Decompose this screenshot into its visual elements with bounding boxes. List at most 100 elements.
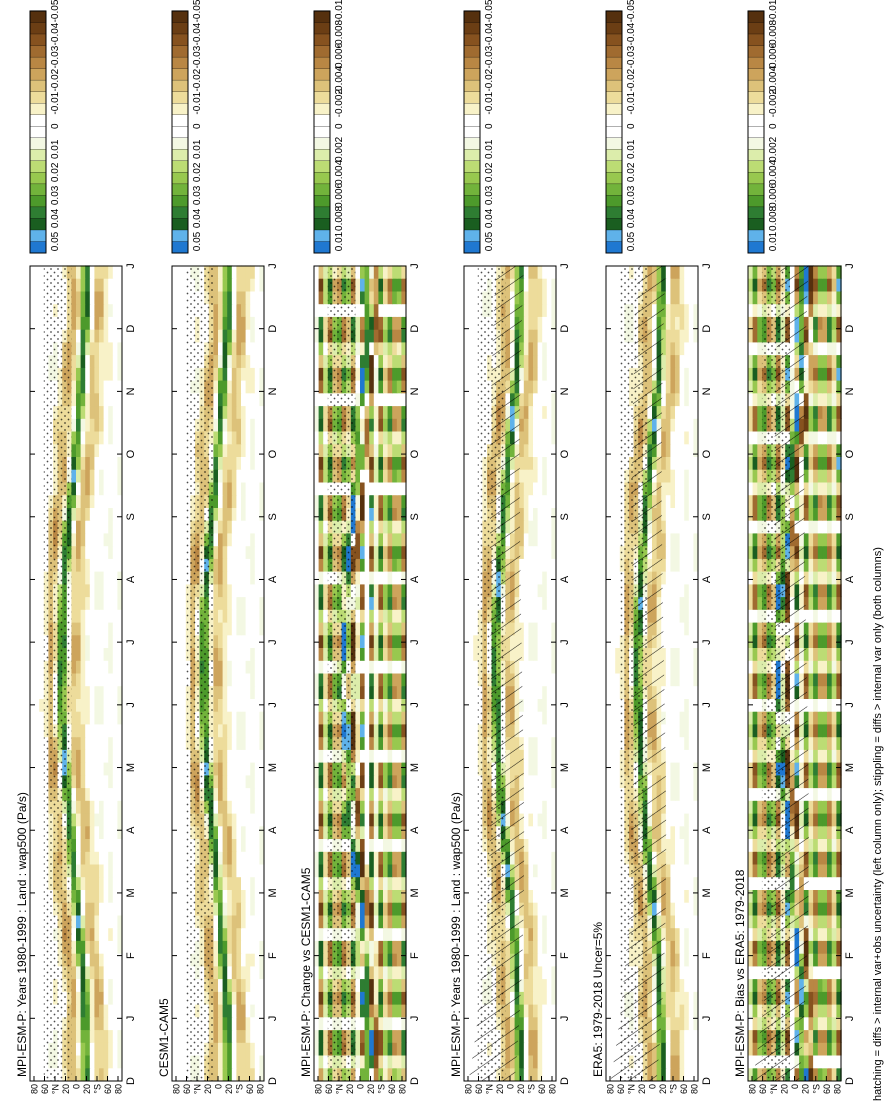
heat-cell: [528, 902, 534, 916]
heat-cell: [827, 532, 833, 547]
heat-cell: [473, 609, 479, 623]
lat-label: 80: [464, 1084, 474, 1094]
heat-cell: [748, 456, 754, 470]
heat-cell: [468, 660, 474, 674]
heat-cell: [112, 800, 119, 814]
heat-cell: [103, 902, 109, 916]
heat-cell: [679, 991, 685, 1005]
heat-cell: [822, 443, 828, 457]
heat-cell: [76, 774, 82, 789]
heat-cell: [34, 736, 40, 750]
heat-cell: [112, 991, 119, 1005]
heat-cell: [523, 787, 529, 801]
heat-cell: [665, 469, 671, 483]
heat-cell: [679, 940, 685, 954]
heat-cell: [551, 1029, 557, 1043]
heat-cell: [817, 405, 824, 419]
heat-cell: [542, 634, 548, 648]
heat-cell: [85, 787, 91, 801]
month-label: M: [844, 888, 856, 897]
heat-cell: [468, 392, 474, 407]
heat-cell: [94, 583, 100, 598]
heat-cell: [606, 532, 612, 547]
heat-cell: [537, 405, 543, 419]
heat-cell: [551, 863, 557, 878]
heat-cell: [615, 838, 621, 852]
heat-cell: [89, 583, 96, 598]
heat-cell: [99, 558, 105, 572]
heat-cell: [108, 634, 114, 648]
heat-cell: [76, 1042, 82, 1056]
heat-cell: [670, 418, 676, 432]
heat-cell: [542, 927, 548, 941]
heat-cell: [748, 367, 754, 381]
heat-cell: [551, 800, 557, 814]
heat-cell: [537, 685, 543, 699]
heat-cell: [103, 634, 109, 648]
heat-cell: [813, 354, 819, 368]
heat-cell: [675, 405, 681, 419]
heat-cell: [80, 621, 86, 636]
heat-cell: [108, 1029, 114, 1043]
heat-cell: [473, 698, 479, 712]
heat-cell: [748, 354, 754, 368]
heat-cell: [757, 660, 763, 674]
heat-cell: [808, 927, 814, 941]
heat-cell: [688, 736, 694, 750]
heat-cell: [85, 965, 91, 980]
colorbar-swatch: [605, 148, 623, 161]
colorbar-swatch: [463, 171, 481, 185]
heat-cell: [551, 876, 557, 890]
heat-cell: [468, 303, 474, 317]
heat-cell: [693, 838, 699, 852]
colorbar-label: -0.02: [626, 68, 637, 91]
heat-cell: [831, 316, 838, 330]
stippling-overlay: [761, 266, 790, 1081]
heat-cell: [99, 927, 105, 941]
heat-cell: [615, 851, 621, 865]
heat-cell: [817, 1067, 824, 1081]
heat-cell: [688, 1054, 694, 1069]
heat-cell: [615, 825, 621, 839]
heat-cell: [670, 354, 676, 368]
lat-label: 60: [822, 1084, 832, 1094]
heat-cell: [752, 481, 758, 496]
heat-cell: [76, 851, 82, 865]
heat-cell: [542, 660, 548, 674]
heat-cell: [813, 1016, 819, 1031]
heat-cell: [80, 851, 86, 865]
heat-cell: [670, 329, 676, 343]
heat-cell: [103, 583, 109, 598]
month-label: A: [559, 826, 571, 834]
heat-cell: [546, 316, 552, 330]
heat-cell: [542, 647, 548, 661]
heat-cell: [748, 953, 754, 967]
heat-cell: [468, 787, 474, 801]
heat-cell: [670, 685, 676, 699]
heat-cell: [537, 558, 543, 572]
heat-cell: [748, 991, 754, 1005]
heat-cell: [76, 647, 82, 661]
heat-cell: [752, 749, 758, 763]
heat-cell: [752, 876, 758, 890]
heat-cell: [551, 1042, 557, 1056]
heat-cell: [752, 494, 758, 508]
heat-cell: [71, 685, 77, 699]
heat-cell: [85, 812, 91, 827]
heat-cell: [827, 1016, 833, 1031]
heat-cell: [537, 1067, 543, 1081]
heat-cell: [684, 940, 690, 954]
heat-cell: [813, 851, 819, 865]
heat-cell: [80, 978, 86, 992]
heat-cell: [665, 558, 671, 572]
heat-cell: [473, 927, 479, 941]
heat-cell: [808, 571, 814, 585]
heat-cell: [670, 583, 676, 598]
colorbar-swatch: [463, 125, 481, 138]
heat-cell: [822, 341, 828, 356]
heat-cell: [684, 405, 690, 419]
heat-cell: [519, 430, 525, 445]
heat-cell: [661, 1042, 667, 1056]
heat-cell: [523, 851, 529, 865]
